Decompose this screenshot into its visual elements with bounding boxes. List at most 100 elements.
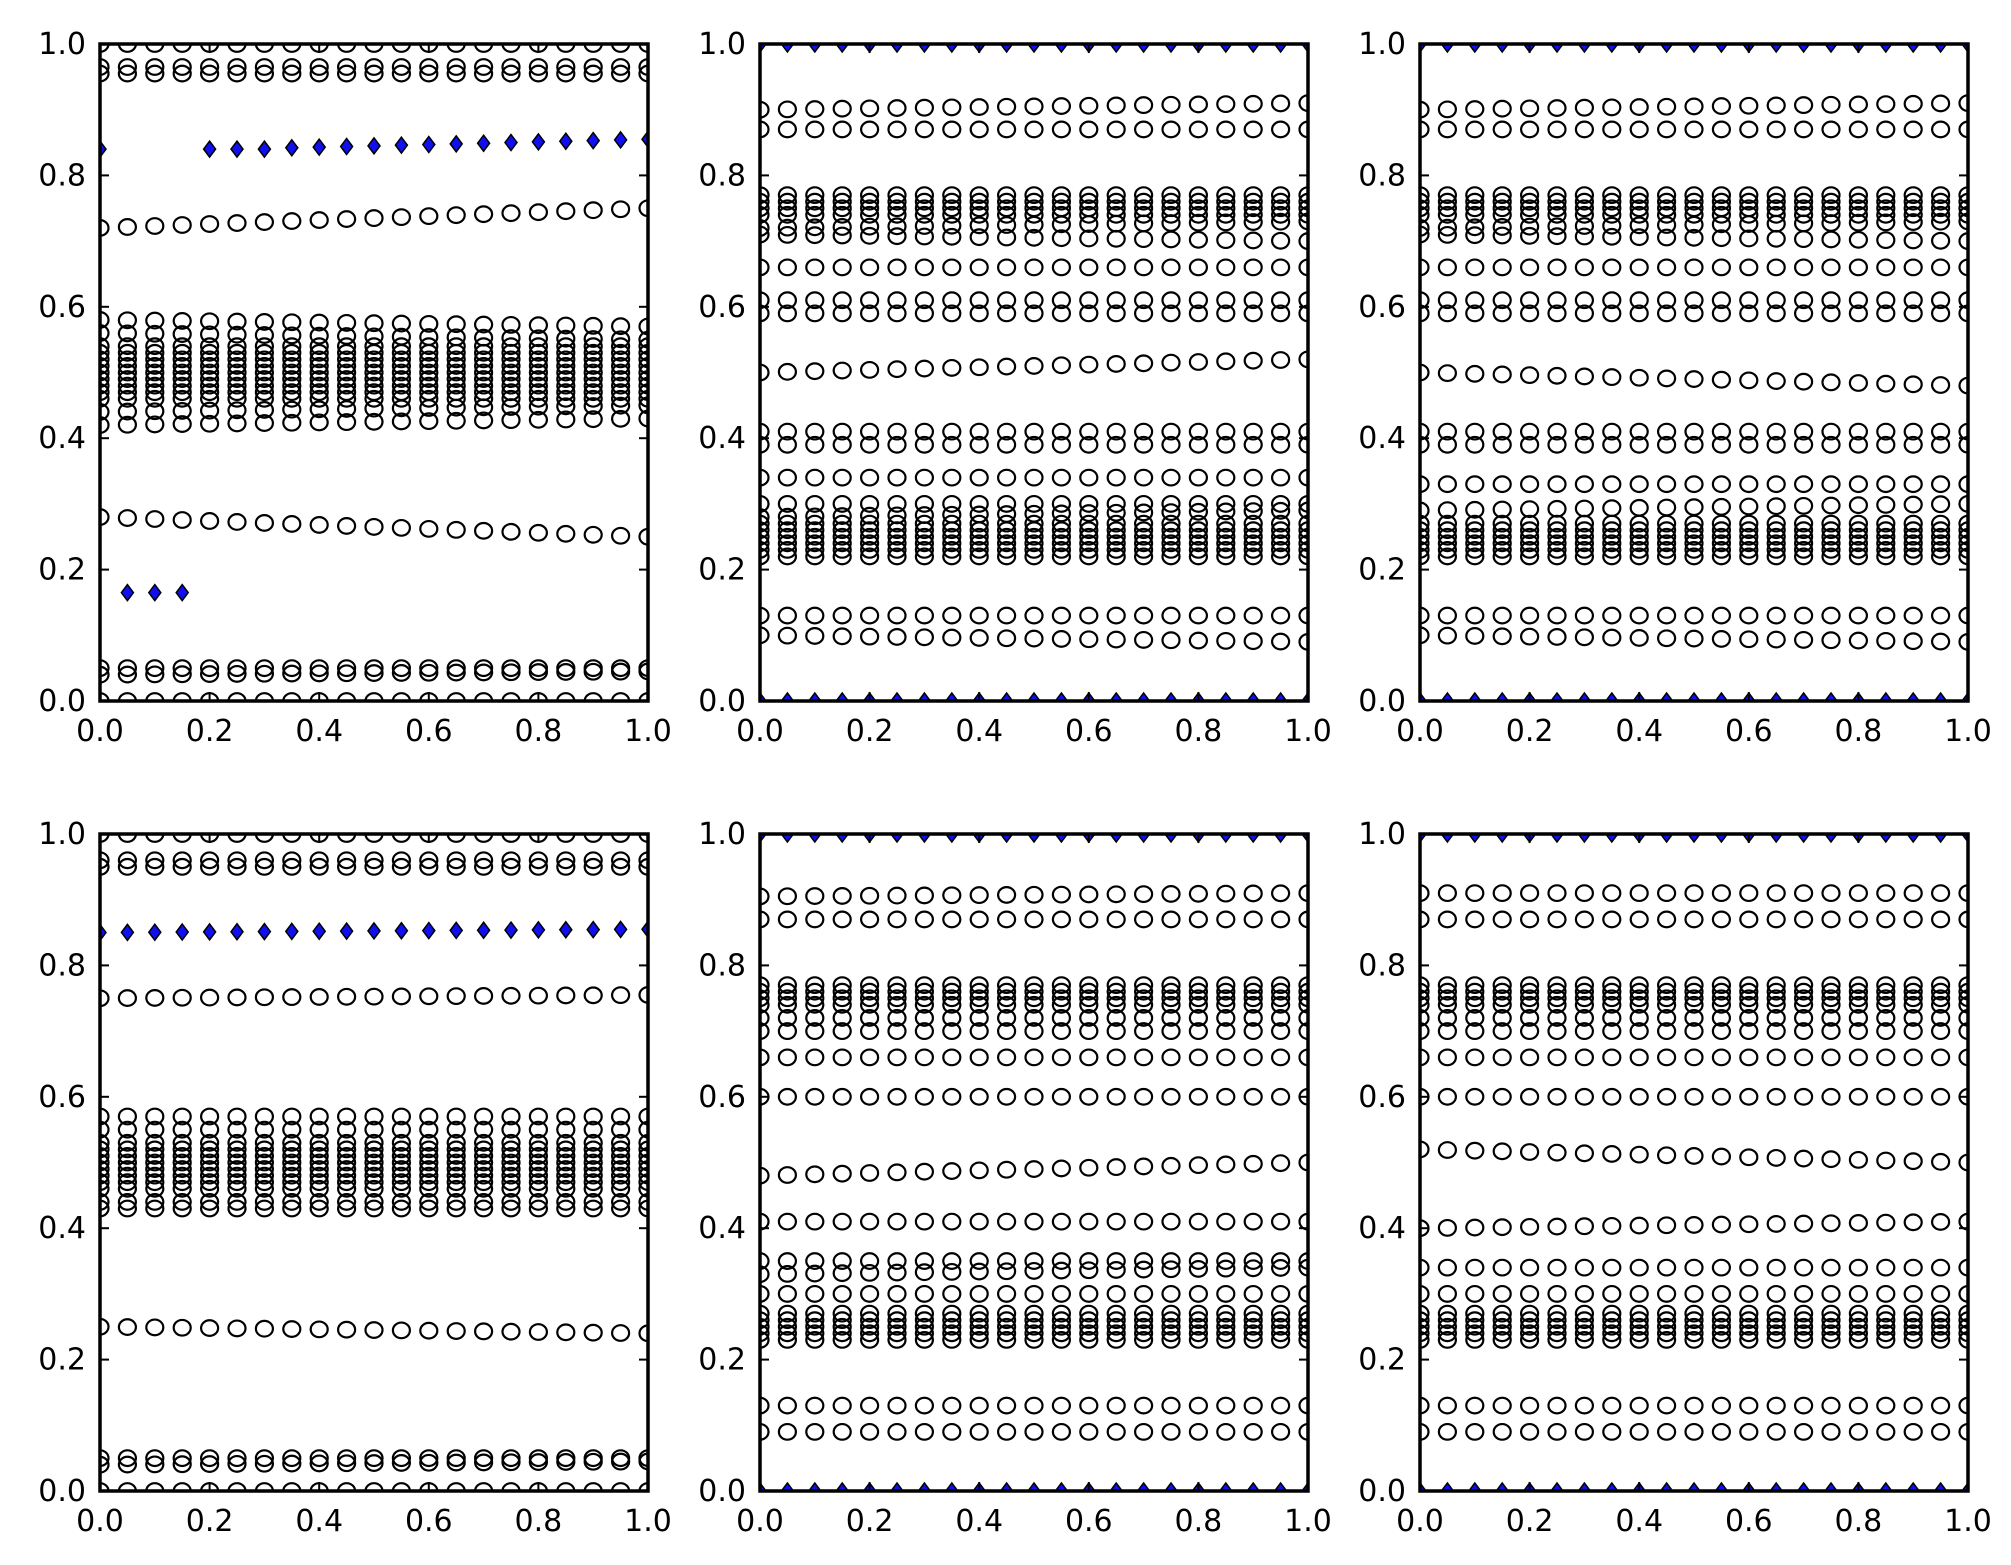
circle-point	[1684, 475, 1704, 494]
circle-point	[859, 534, 880, 553]
circle-point	[969, 1048, 989, 1067]
circle-point	[1629, 1145, 1649, 1164]
circle-point	[254, 383, 274, 402]
circle-point	[1656, 291, 1677, 310]
circle-point	[200, 1160, 220, 1178]
circle-point	[1079, 205, 1099, 224]
circle-point	[172, 1193, 192, 1211]
circle-point	[1492, 547, 1512, 566]
circle-point	[556, 64, 576, 83]
circle-point	[172, 851, 192, 870]
circle-point	[1465, 1009, 1485, 1027]
circle-point	[391, 1193, 411, 1211]
circle-point	[1133, 982, 1154, 1001]
circle-point	[832, 540, 852, 559]
circle-point	[1133, 885, 1154, 904]
circle-point	[1848, 230, 1869, 249]
data-points	[1419, 43, 1969, 702]
circle-point	[1930, 547, 1951, 566]
circle-point	[1106, 630, 1126, 649]
circle-point	[996, 97, 1017, 116]
circle-point	[583, 410, 603, 429]
circle-point	[887, 982, 907, 1001]
circle-point	[1079, 514, 1099, 533]
circle-point	[1024, 1252, 1044, 1270]
circle-point	[1270, 1317, 1291, 1336]
circle-point	[1243, 995, 1263, 1014]
circle-point	[1793, 1258, 1814, 1277]
circle-point	[1465, 540, 1485, 559]
circle-point	[1492, 1396, 1512, 1415]
circle-point	[1465, 995, 1485, 1014]
circle-point	[145, 659, 165, 678]
circle-point	[1848, 1396, 1869, 1415]
circle-point	[832, 186, 852, 205]
circle-point	[1051, 356, 1072, 375]
circle-point	[832, 1252, 852, 1270]
circle-point	[1930, 1284, 1951, 1303]
circle-point	[1739, 186, 1759, 205]
y-tick-label: 0.6	[38, 290, 86, 325]
circle-point	[145, 989, 165, 1007]
circle-point	[1161, 540, 1181, 559]
circle-point	[1848, 1087, 1869, 1106]
circle-point	[145, 1107, 165, 1126]
circle-point	[1629, 995, 1649, 1014]
circle-point	[474, 1133, 494, 1152]
circle-point	[777, 995, 798, 1014]
diamond-point	[504, 133, 518, 152]
circle-point	[364, 987, 384, 1006]
circle-point	[1437, 606, 1458, 625]
circle-point	[1243, 94, 1263, 113]
circle-point	[117, 1107, 138, 1126]
circle-point	[1821, 120, 1841, 139]
circle-point	[419, 1140, 439, 1159]
circle-point	[610, 1133, 631, 1152]
circle-point	[1684, 192, 1704, 211]
circle-point	[1684, 1330, 1704, 1349]
circle-point	[1602, 216, 1622, 235]
circle-point	[1079, 1324, 1099, 1343]
circle-point	[1270, 1324, 1291, 1343]
circle-point	[200, 1193, 220, 1211]
circle-point	[1024, 1324, 1044, 1343]
circle-point	[446, 1160, 466, 1178]
x-tick-label: 0.6	[1725, 714, 1773, 749]
circle-point	[805, 100, 825, 118]
circle-point	[1133, 1157, 1154, 1176]
circle-point	[1492, 534, 1512, 553]
circle-point	[1133, 514, 1154, 533]
circle-point	[1161, 192, 1181, 211]
circle-point	[1243, 1087, 1263, 1106]
circle-point	[610, 58, 631, 76]
circle-point	[1243, 1330, 1263, 1349]
circle-point	[474, 411, 494, 430]
circle-point	[419, 1173, 439, 1192]
circle-point	[254, 659, 274, 678]
circle-point	[583, 1107, 603, 1126]
circle-point	[1656, 422, 1677, 441]
circle-point	[859, 606, 880, 625]
circle-point	[777, 521, 798, 540]
circle-point	[1848, 1284, 1869, 1303]
circle-point	[1602, 628, 1622, 647]
circle-point	[1711, 534, 1732, 553]
circle-point	[1161, 1311, 1181, 1330]
circle-point	[1876, 475, 1896, 494]
circle-point	[942, 120, 962, 139]
circle-point	[1161, 1324, 1181, 1343]
circle-point	[1876, 1324, 1896, 1343]
circle-point	[172, 1120, 192, 1139]
circle-point	[1465, 205, 1485, 224]
circle-point	[1903, 514, 1923, 533]
circle-point	[887, 514, 907, 533]
circle-point	[1574, 982, 1595, 1001]
circle-point	[1492, 1324, 1512, 1343]
circle-point	[1465, 1330, 1485, 1349]
circle-point	[1711, 422, 1732, 441]
circle-point	[996, 216, 1017, 234]
circle-point	[227, 357, 247, 375]
circle-point	[777, 887, 798, 906]
circle-point	[1437, 521, 1458, 540]
circle-point	[282, 363, 302, 382]
